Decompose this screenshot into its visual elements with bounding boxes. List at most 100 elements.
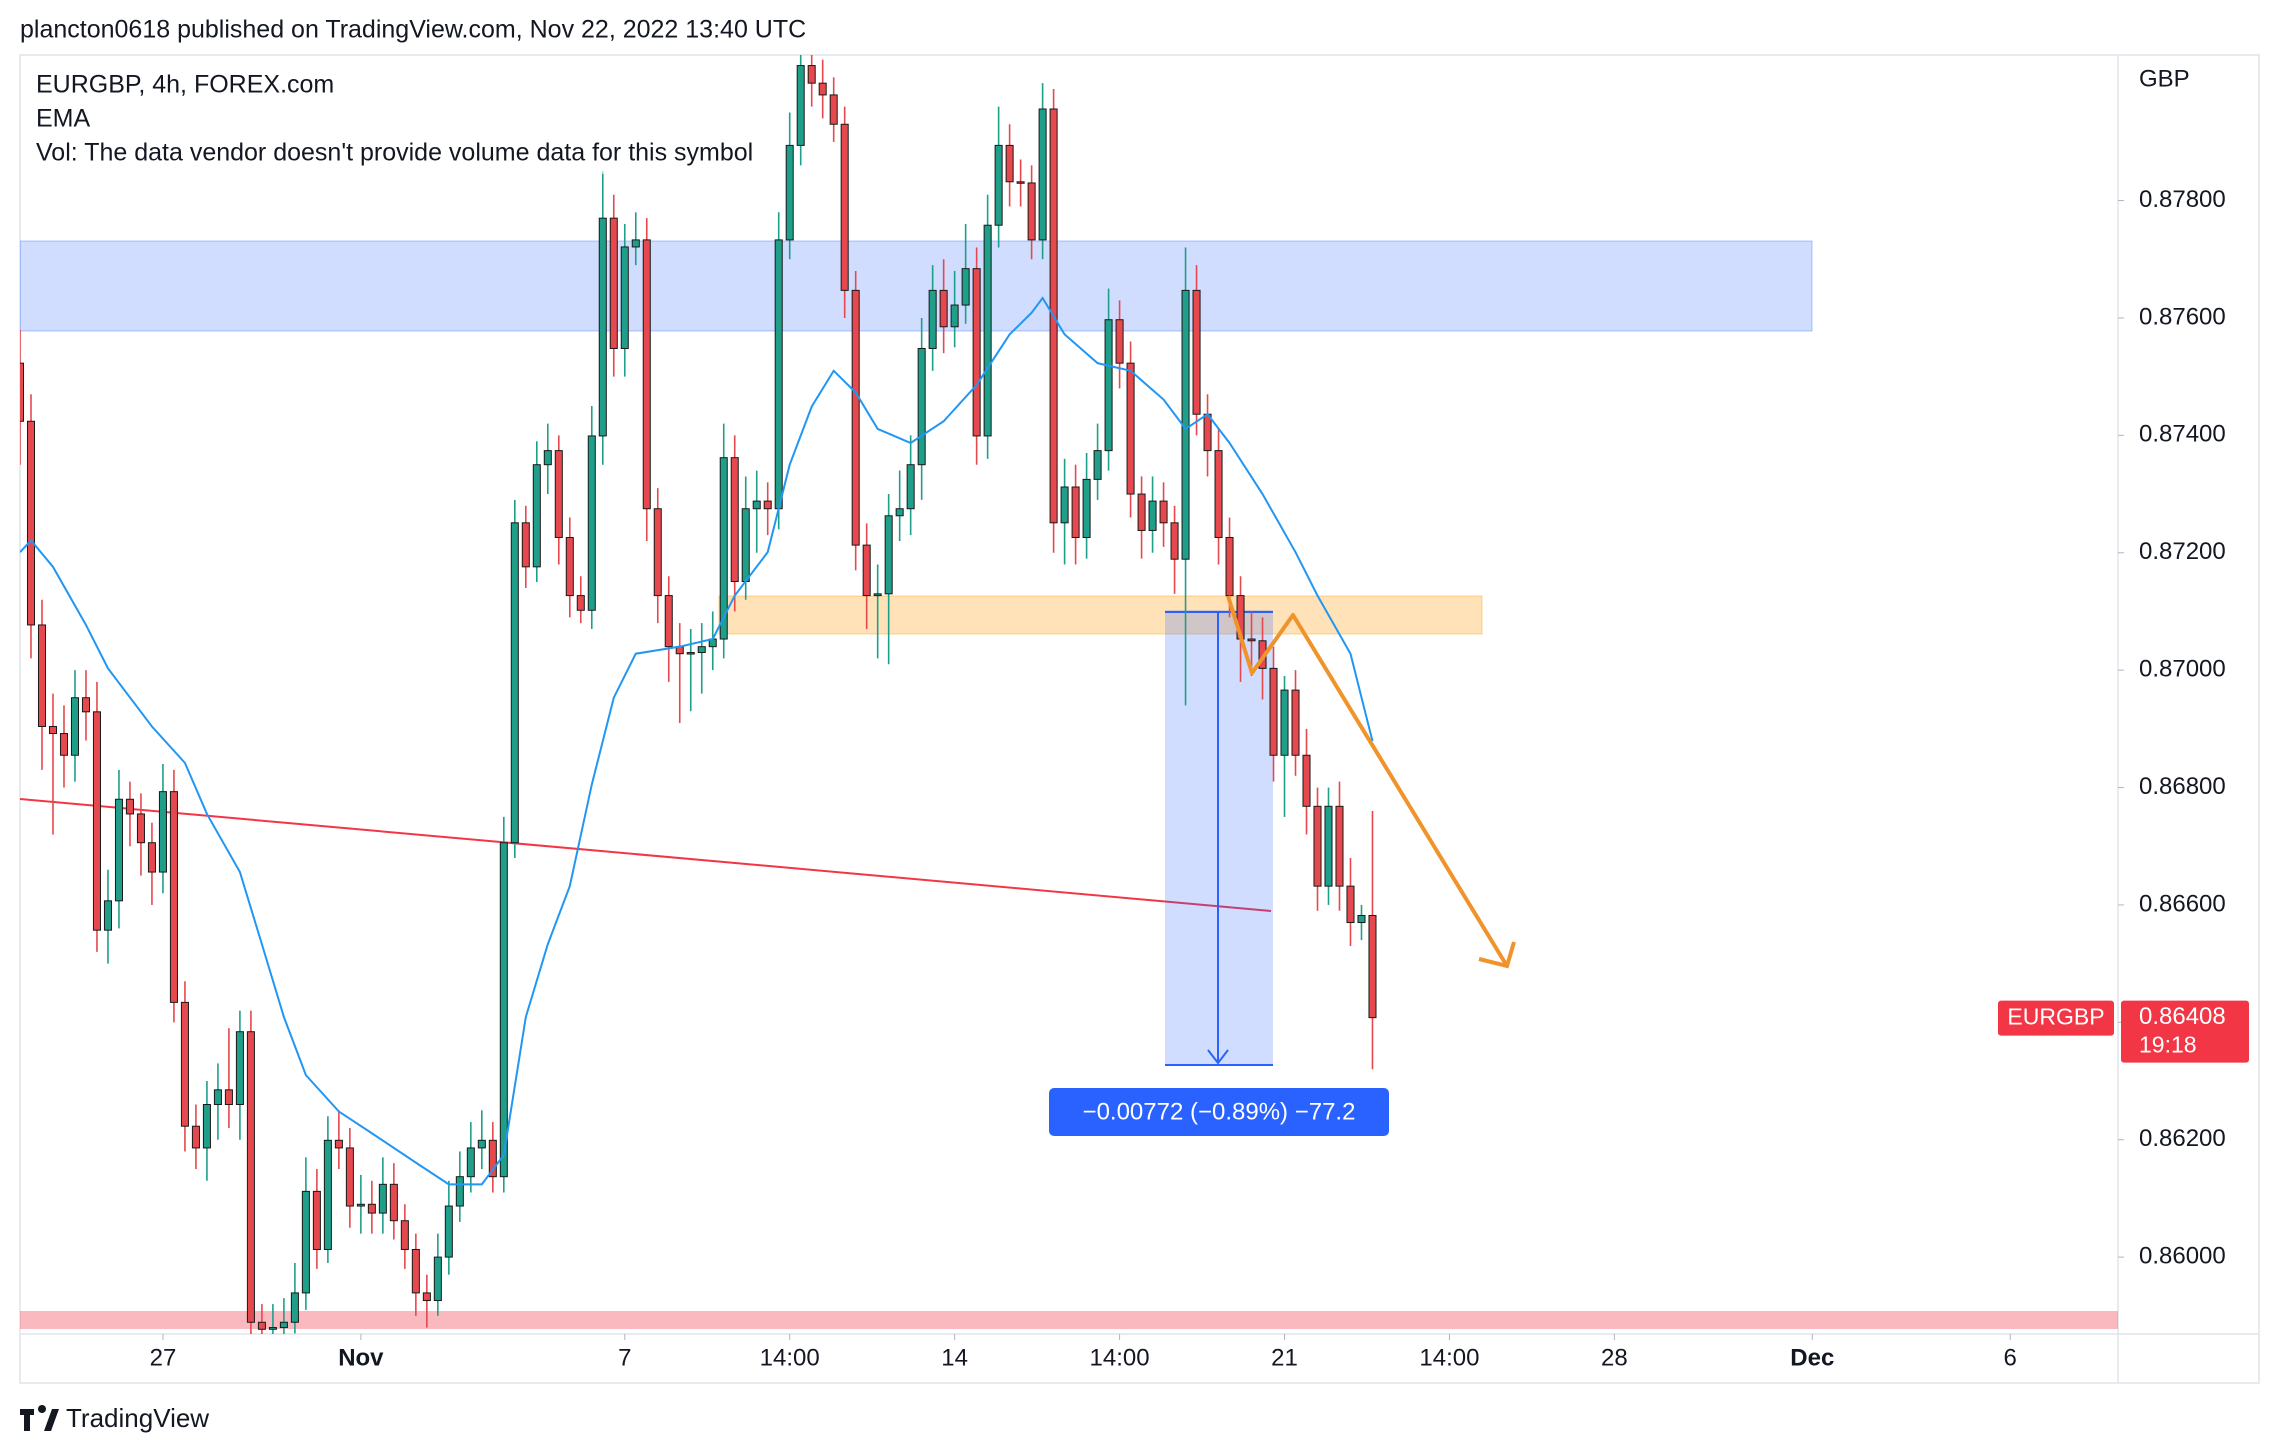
- x-tick-label: 7: [618, 1344, 631, 1371]
- candle-body: [598, 217, 607, 437]
- x-tick-label: 14:00: [1419, 1344, 1479, 1371]
- candle-body: [1302, 754, 1311, 807]
- candle-body: [631, 239, 640, 248]
- legend-title: EURGBP, 4h, FOREX.com: [36, 71, 334, 99]
- candle-body: [1126, 362, 1135, 495]
- x-tick-label: 27: [150, 1344, 177, 1371]
- candle-body: [92, 711, 101, 931]
- candle-body: [1148, 500, 1157, 531]
- candle-body: [323, 1139, 332, 1250]
- candle-body: [939, 289, 948, 328]
- candle-body: [565, 536, 574, 597]
- support-zone: [718, 595, 1483, 635]
- candle-body: [829, 94, 838, 125]
- candle-body: [411, 1248, 420, 1294]
- candle-body: [1291, 689, 1300, 756]
- countdown: 19:18: [2139, 1032, 2197, 1058]
- measure-arrowhead: [1207, 1049, 1229, 1065]
- candle-body: [268, 1327, 277, 1330]
- candle-body: [477, 1139, 486, 1149]
- measure-label: −0.00772 (−0.89%) −77.2: [1083, 1098, 1356, 1125]
- y-tick-label: 0.87800: [2139, 186, 2226, 213]
- ema-line: [20, 296, 1374, 1186]
- candle-body: [818, 82, 827, 96]
- candle-body: [147, 842, 156, 873]
- measure-label-box: [1049, 1088, 1389, 1136]
- candle-body: [928, 289, 937, 349]
- candle-body: [70, 697, 79, 756]
- x-tick-label: 6: [2004, 1344, 2017, 1371]
- demand-zone: [20, 1311, 2118, 1329]
- candle-body: [1313, 805, 1322, 887]
- candle-body: [950, 304, 959, 328]
- x-tick-label: Nov: [338, 1344, 384, 1371]
- candle-body: [1247, 638, 1256, 642]
- candle-body: [686, 652, 695, 655]
- candle-body: [213, 1089, 222, 1105]
- candle-body: [301, 1190, 310, 1294]
- candle-body: [1368, 914, 1377, 1019]
- candle-body: [81, 697, 90, 713]
- symbol-tag: [1998, 1000, 2114, 1036]
- candle-body: [1104, 319, 1113, 452]
- candle-body: [1082, 478, 1091, 538]
- candle-body: [389, 1183, 398, 1222]
- candle-body: [1214, 450, 1223, 538]
- x-tick-label: 14: [941, 1344, 968, 1371]
- candle-body: [653, 508, 662, 597]
- candle-body: [851, 289, 860, 546]
- candle-body: [345, 1147, 354, 1207]
- candle-body: [697, 646, 706, 654]
- candle-body: [158, 791, 167, 873]
- candle-body: [840, 123, 849, 291]
- candle-body: [873, 593, 882, 597]
- candle-body: [1170, 522, 1179, 560]
- y-tick-label: 0.87200: [2139, 538, 2226, 565]
- projection-arrowhead: [1478, 941, 1516, 969]
- candle-body: [554, 450, 563, 538]
- logo: [20, 1405, 59, 1431]
- candle-body: [576, 595, 585, 611]
- candle-body: [59, 733, 69, 756]
- candle-body: [642, 239, 651, 510]
- candle-body: [1192, 289, 1201, 415]
- last-price: 0.86408: [2139, 1003, 2226, 1030]
- candle-body: [367, 1203, 376, 1214]
- candle-body: [20, 362, 25, 422]
- candle-body: [719, 457, 728, 640]
- x-tick-label: 14:00: [1090, 1344, 1150, 1371]
- candle-body: [466, 1147, 475, 1178]
- candle-body: [400, 1220, 409, 1250]
- candle-body: [917, 347, 926, 466]
- candle-body: [609, 217, 618, 349]
- candle-body: [433, 1256, 442, 1302]
- candle-body: [906, 464, 915, 510]
- y-tick-label: 0.86600: [2139, 890, 2226, 917]
- candle-body: [785, 144, 794, 241]
- y-tick-label: 0.87600: [2139, 303, 2226, 330]
- symbol-label: EURGBP: [2007, 1004, 2104, 1030]
- candle-body: [26, 420, 36, 626]
- last-price-tag: [2121, 1000, 2249, 1063]
- candle-body: [1038, 108, 1047, 241]
- price-tag: EURGBP 0.86408 19:18: [1998, 1000, 2249, 1063]
- candle-body: [103, 900, 112, 931]
- candle-body: [884, 515, 893, 595]
- candle-body: [48, 725, 58, 735]
- drawings: [20, 240, 2118, 1329]
- header: plancton0618 published on TradingView.co…: [20, 16, 806, 44]
- legend-bg: [22, 66, 782, 174]
- candle-body: [488, 1139, 497, 1178]
- trend-line: [20, 798, 1272, 912]
- candle-body: [37, 624, 47, 727]
- candle-body: [422, 1292, 431, 1302]
- candle-body: [455, 1176, 464, 1207]
- y-tick-label: 0.86200: [2139, 1125, 2226, 1152]
- candle-body: [587, 435, 596, 611]
- x-tick-label: Dec: [1790, 1344, 1834, 1371]
- candle-body: [1159, 500, 1168, 524]
- candle-body: [235, 1031, 244, 1105]
- resistance-zone: [20, 240, 1813, 332]
- x-tick-label: 14:00: [760, 1344, 820, 1371]
